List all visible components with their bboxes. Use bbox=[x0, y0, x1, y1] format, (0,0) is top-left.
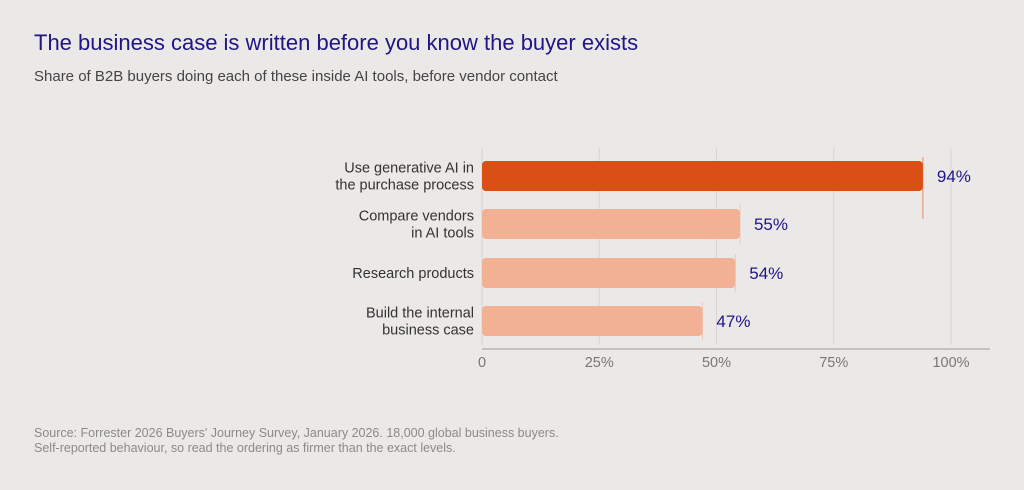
x-tick-label-2: 50% bbox=[702, 355, 731, 371]
category-label-0-line-1: the purchase process bbox=[335, 178, 474, 194]
category-label-3-line-0: Build the internal bbox=[366, 306, 474, 322]
chart-title: The business case is written before you … bbox=[34, 30, 639, 55]
category-label-1-line-0: Compare vendors bbox=[359, 209, 474, 225]
category-label-1-line-1: in AI tools bbox=[411, 226, 474, 242]
x-tick-label-1: 25% bbox=[585, 355, 614, 371]
value-label-0: 94% bbox=[937, 167, 971, 186]
chart-subtitle: Share of B2B buyers doing each of these … bbox=[34, 68, 558, 85]
value-labels: 94% 55% 54% 47% bbox=[716, 167, 970, 331]
bar-1 bbox=[482, 209, 740, 239]
source-line-2: Self-reported behaviour, so read the ord… bbox=[34, 441, 456, 455]
category-label-2-line-0: Research products bbox=[352, 266, 474, 282]
bars bbox=[482, 157, 924, 340]
source-line-1: Source: Forrester 2026 Buyers' Journey S… bbox=[34, 426, 559, 440]
bar-0 bbox=[482, 161, 923, 191]
category-label-0-line-0: Use generative AI in bbox=[344, 161, 474, 177]
bar-3 bbox=[482, 306, 703, 336]
source-note: Source: Forrester 2026 Buyers' Journey S… bbox=[34, 426, 559, 456]
value-label-1: 55% bbox=[754, 215, 788, 234]
category-label-3-line-1: business case bbox=[382, 323, 474, 339]
x-axis: 0 25% 50% 75% 100% bbox=[478, 348, 990, 371]
x-tick-label-3: 75% bbox=[819, 355, 848, 371]
value-label-2: 54% bbox=[749, 264, 783, 283]
bar-2 bbox=[482, 258, 736, 288]
x-tick-label-0: 0 bbox=[478, 355, 486, 371]
x-tick-label-4: 100% bbox=[932, 355, 969, 371]
value-label-3: 47% bbox=[716, 312, 750, 331]
